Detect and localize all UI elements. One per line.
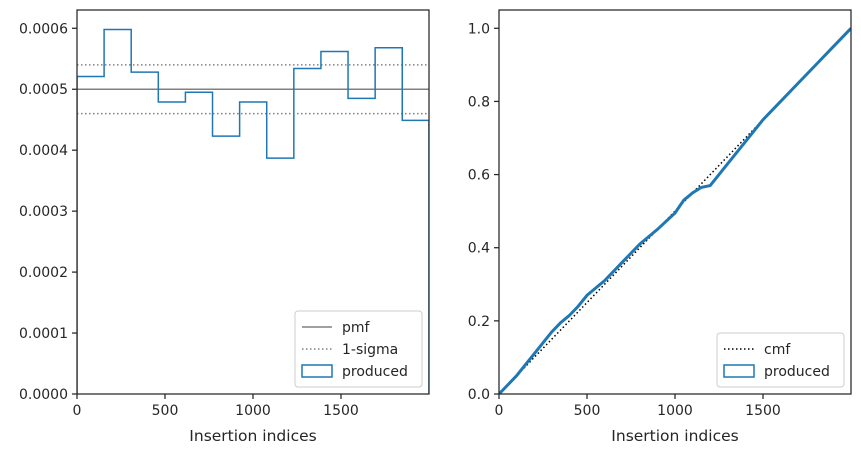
y-tick-label: 0.0000 xyxy=(19,387,68,403)
x-tick-label: 1000 xyxy=(657,403,693,419)
y-tick-label: 0.6 xyxy=(468,168,490,184)
plot-area xyxy=(499,27,851,394)
y-tick-label: 0.0002 xyxy=(19,265,68,281)
y-tick-label: 0.2 xyxy=(468,314,490,330)
x-tick-label: 500 xyxy=(152,403,179,419)
legend-label-produced: produced xyxy=(342,364,408,380)
legend-box xyxy=(294,310,423,388)
cmf-panel: 0 500 1000 1500 0.0 0.2 0.4 0.6 0.8 1.0 Insertion … xyxy=(468,9,852,445)
y-tick-label: 0.0001 xyxy=(19,326,68,342)
y-tick-label: 0.0006 xyxy=(19,21,68,37)
x-tick-label: 500 xyxy=(574,403,601,419)
x-axis-label: Insertion indices xyxy=(189,427,316,445)
pmf-panel: 0 500 1000 1500 0.0000 0.0001 0.0002 0.0003 0.00… xyxy=(19,9,430,445)
legend-handle-produced xyxy=(301,364,333,378)
legend-label-pmf: pmf xyxy=(342,320,371,336)
legend-label-1-sigma: 1-sigma xyxy=(342,342,398,358)
y-tick-label: 1.0 xyxy=(468,21,490,37)
legend: cmf produced xyxy=(716,332,845,388)
x-tick-label: 0 xyxy=(73,403,82,419)
series-cmf-line xyxy=(499,27,851,394)
y-tick-label: 0.0005 xyxy=(19,82,68,98)
legend-box xyxy=(716,332,845,388)
x-tick-label: 0 xyxy=(495,403,504,419)
legend: pmf 1-sigma produced xyxy=(294,310,423,388)
y-tick-label: 0.0004 xyxy=(19,143,68,159)
series-produced-line xyxy=(499,27,851,394)
legend-label-produced: produced xyxy=(764,364,830,380)
y-tick-label: 0.4 xyxy=(468,241,490,257)
series-produced-step xyxy=(77,28,429,394)
y-tick-label: 0.0 xyxy=(468,387,490,403)
y-tick-label: 0.0003 xyxy=(19,204,68,220)
plot-area xyxy=(77,28,429,394)
legend-label-cmf: cmf xyxy=(764,342,791,358)
x-tick-label: 1000 xyxy=(235,403,271,419)
x-tick-label: 1500 xyxy=(323,403,359,419)
y-tick-label: 0.8 xyxy=(468,94,490,110)
legend-handle-produced xyxy=(723,364,755,378)
x-axis-label: Insertion indices xyxy=(611,427,738,445)
x-tick-label: 1500 xyxy=(745,403,781,419)
